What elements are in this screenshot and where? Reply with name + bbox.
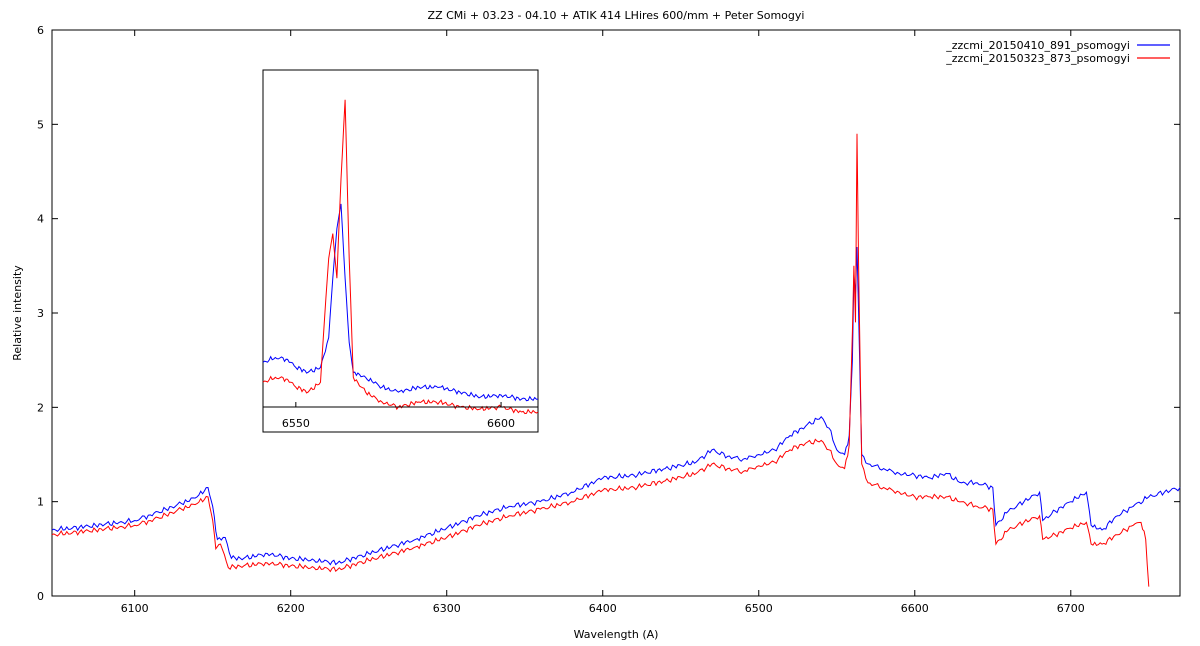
inset-zoom-plot: 6550 6600 [262, 69, 539, 433]
inset-series-group [262, 99, 539, 415]
x-tick-label: 6100 [121, 602, 149, 615]
series-line [51, 246, 1181, 566]
plot-frame [51, 29, 1181, 597]
x-tick-label: 6300 [433, 602, 461, 615]
inset-axes: 6550 6600 [263, 402, 538, 430]
y-tick-label: 4 [37, 213, 44, 226]
main-axes: 6100 6200 6300 6400 6500 6600 6700 0 1 2 3 4 5 6 [37, 24, 1180, 615]
inset-series-line [262, 99, 539, 415]
y-tick-label: 5 [37, 118, 44, 131]
chart-title: ZZ CMi + 03.23 - 04.10 + ATIK 414 LHires… [428, 9, 805, 22]
y-tick-label: 6 [37, 24, 44, 37]
x-tick-label: 6200 [277, 602, 305, 615]
main-series-group [51, 133, 1181, 587]
legend-label: _zzcmi_20150323_873_psomogyi [945, 52, 1130, 65]
legend: _zzcmi_20150410_891_psomogyi_zzcmi_20150… [945, 39, 1170, 65]
inset-series-line [262, 203, 539, 402]
inset-x-tick-label: 6600 [487, 417, 515, 430]
y-axis-label: Relative intensity [11, 265, 24, 361]
inset-frame [262, 69, 539, 433]
y-tick-label: 1 [37, 496, 44, 509]
series-line [51, 133, 1150, 587]
legend-label: _zzcmi_20150410_891_psomogyi [945, 39, 1130, 52]
inset-x-tick-label: 6550 [282, 417, 310, 430]
x-axis-label: Wavelength (A) [574, 628, 659, 641]
y-tick-label: 0 [37, 590, 44, 603]
y-tick-label: 3 [37, 307, 44, 320]
x-tick-label: 6700 [1057, 602, 1085, 615]
x-tick-label: 6400 [589, 602, 617, 615]
y-tick-label: 2 [37, 401, 44, 414]
x-tick-label: 6600 [901, 602, 929, 615]
x-tick-label: 6500 [745, 602, 773, 615]
